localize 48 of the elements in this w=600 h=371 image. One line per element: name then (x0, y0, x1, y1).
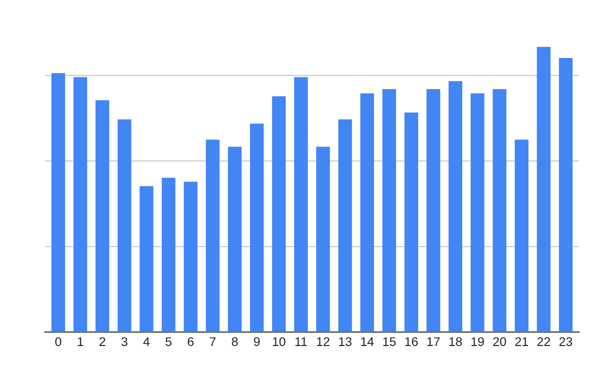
bar (140, 186, 154, 332)
bar (536, 46, 551, 332)
bar (184, 182, 198, 332)
bar (118, 119, 132, 332)
bar (294, 77, 308, 332)
x-tick-label: 17 (427, 337, 440, 346)
x-tick-label: 18 (449, 337, 462, 346)
bar (448, 81, 462, 332)
x-tick-label: 2 (100, 337, 106, 346)
x-tick-label: 0 (55, 337, 62, 346)
bar (51, 73, 66, 332)
x-tick-label: 1 (78, 337, 84, 346)
bar (162, 178, 176, 332)
bar (96, 100, 110, 332)
x-tick-label: 23 (559, 337, 572, 346)
bar (470, 93, 484, 332)
x-tick-label: 10 (272, 337, 286, 346)
bar (316, 146, 330, 332)
bar (492, 89, 506, 332)
x-tick-label: 13 (339, 337, 352, 346)
x-tick-label: 15 (383, 337, 396, 346)
bar (426, 89, 440, 332)
bar (73, 77, 88, 332)
x-tick-label: 14 (361, 337, 374, 346)
bar (250, 124, 264, 332)
bar (272, 96, 286, 332)
x-tick-label: 16 (405, 337, 418, 346)
x-tick-label: 12 (317, 337, 330, 346)
x-tick-label: 22 (537, 337, 550, 346)
bar (338, 119, 352, 332)
bar (360, 93, 374, 332)
x-tick-label: 19 (472, 337, 484, 346)
x-tick-label: 21 (515, 337, 528, 346)
x-tick-label: 8 (232, 337, 238, 346)
x-tick-label: 4 (143, 337, 150, 346)
bar (382, 89, 396, 332)
x-tick-label: 9 (254, 337, 260, 346)
bar (228, 146, 242, 332)
x-tick-label: 7 (210, 337, 216, 346)
bar (514, 140, 528, 332)
x-tick-label: 11 (295, 337, 307, 346)
bar (206, 140, 220, 332)
x-tick-label: 3 (121, 337, 128, 346)
bar (558, 58, 573, 332)
x-tick-label: 5 (166, 337, 172, 346)
bar (404, 112, 418, 332)
x-tick-label: 6 (188, 337, 194, 346)
x-tick-label: 20 (493, 337, 506, 346)
